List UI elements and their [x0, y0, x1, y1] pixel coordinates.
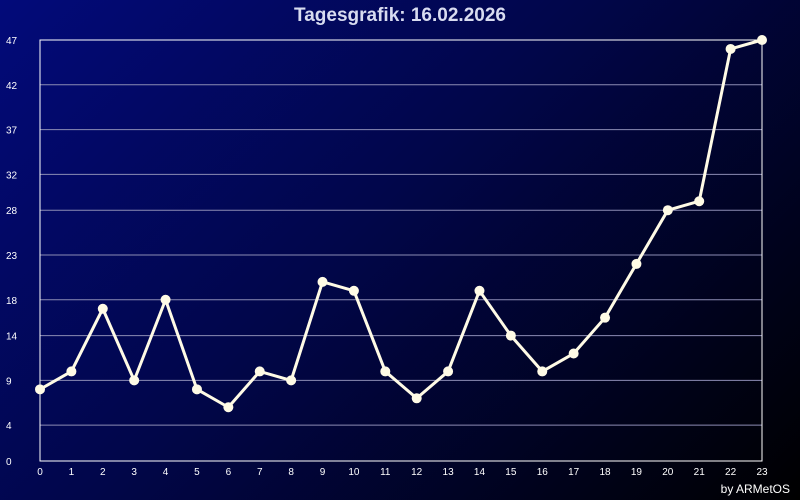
y-tick-label: 4 — [6, 421, 12, 432]
y-tick-label: 37 — [6, 126, 18, 137]
x-tick-label: 17 — [568, 467, 580, 478]
x-tick-label: 9 — [320, 467, 326, 478]
y-tick-label: 0 — [6, 457, 12, 468]
x-tick-label: 4 — [163, 467, 169, 478]
data-point — [505, 330, 516, 341]
y-tick-label: 42 — [6, 81, 18, 92]
x-tick-label: 21 — [694, 467, 706, 478]
x-tick-label: 19 — [631, 467, 643, 478]
data-point — [474, 285, 485, 296]
data-point — [757, 35, 767, 45]
x-tick-label: 14 — [474, 467, 486, 478]
y-tick-label: 32 — [6, 170, 18, 181]
y-tick-label: 47 — [6, 36, 18, 47]
data-point — [97, 303, 108, 314]
chart-title: Tagesgrafik: 16.02.2026 — [294, 5, 506, 26]
data-point — [537, 366, 548, 377]
x-tick-label: 22 — [725, 467, 737, 478]
x-tick-label: 10 — [348, 467, 360, 478]
x-tick-label: 11 — [380, 467, 391, 478]
y-tick-label: 28 — [6, 206, 18, 217]
axis-layer — [39, 39, 763, 462]
data-point — [568, 348, 579, 359]
series-line — [39, 38, 763, 409]
data-point — [286, 375, 297, 386]
data-point — [411, 393, 422, 404]
x-tick-label: 7 — [257, 467, 263, 478]
x-tick-label: 3 — [131, 467, 137, 478]
x-tick-label: 6 — [226, 467, 232, 478]
x-tick-label: 8 — [288, 467, 294, 478]
data-point — [662, 205, 673, 216]
data-point — [160, 294, 171, 305]
data-point — [66, 366, 77, 377]
data-point — [129, 375, 140, 386]
data-point — [380, 366, 391, 377]
data-point — [254, 366, 265, 377]
y-tick-label: 18 — [6, 296, 18, 307]
data-point — [443, 366, 454, 377]
x-tick-label: 1 — [69, 467, 75, 478]
y-tick-label: 14 — [6, 332, 18, 343]
data-point — [600, 312, 611, 323]
x-tick-label: 13 — [443, 467, 455, 478]
data-point — [35, 384, 45, 395]
data-point — [725, 43, 736, 54]
data-point — [223, 402, 234, 413]
data-point — [631, 258, 642, 269]
x-tick-label: 2 — [100, 467, 106, 478]
x-tick-label: 18 — [599, 467, 611, 478]
y-tick-label: 23 — [6, 251, 18, 262]
x-tick-label: 12 — [411, 467, 423, 478]
data-point — [317, 276, 328, 287]
data-point — [348, 285, 359, 296]
x-tick-label: 16 — [537, 467, 549, 478]
credit-text: by ARMetOS — [720, 482, 790, 496]
y-tick-label: 9 — [6, 376, 12, 387]
data-point — [694, 196, 705, 207]
plot-frame — [39, 39, 763, 462]
x-tick-label: 0 — [37, 467, 43, 478]
x-tick-label: 23 — [756, 467, 768, 478]
series-layer — [35, 35, 767, 413]
x-tick-label: 20 — [662, 467, 674, 478]
x-tick-label: 15 — [505, 467, 517, 478]
data-point — [191, 384, 202, 395]
x-tick-label: 5 — [194, 467, 200, 478]
